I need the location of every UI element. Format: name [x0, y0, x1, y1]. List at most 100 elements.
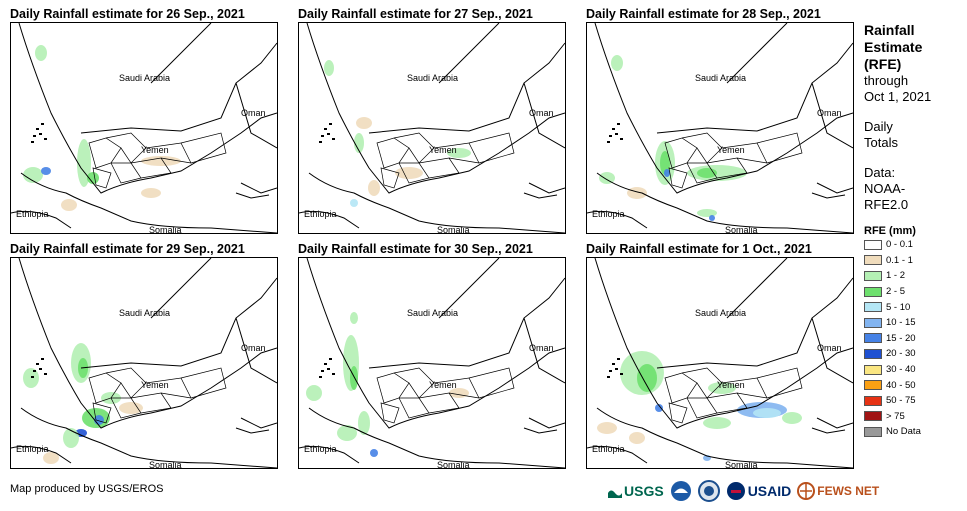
legend-item: 10 - 15: [864, 315, 964, 331]
district-line: [668, 167, 688, 189]
border-line: [656, 42, 853, 134]
border-line: [18, 258, 277, 429]
legend-swatch: [864, 364, 882, 375]
district-line: [130, 392, 172, 414]
country-label: Ethiopia: [16, 444, 49, 454]
map-svg: Saudi Arabia Oman Yemen Ethiopia Somalia: [299, 23, 565, 233]
border-line: [816, 182, 853, 194]
country-label: Ethiopia: [16, 209, 49, 219]
rain-area: [61, 199, 77, 211]
country-label: Oman: [529, 108, 554, 118]
side-title-line2: Estimate: [864, 39, 923, 55]
border-line: [438, 23, 500, 84]
legend-item: 0.1 - 1: [864, 253, 964, 269]
legend-swatch: [864, 270, 882, 281]
rain-area: [77, 139, 91, 187]
island-mark: [620, 138, 623, 140]
rain-area: [627, 187, 647, 199]
rainfall-map: Saudi Arabia Oman Yemen Ethiopia Somalia: [586, 22, 854, 234]
district-line: [380, 167, 400, 189]
usgs-text: USGS: [624, 483, 664, 499]
rain-area: [350, 312, 358, 324]
rain-area: [753, 408, 781, 418]
country-label: Saudi Arabia: [119, 308, 170, 318]
map-svg: Saudi Arabia Oman Yemen Ethiopia Somalia: [587, 23, 853, 233]
legend-item: 30 - 40: [864, 362, 964, 378]
border-line: [596, 407, 853, 468]
district-line: [668, 402, 688, 424]
legend-label: 20 - 30: [886, 348, 916, 360]
district-line: [721, 377, 768, 399]
district-line: [664, 372, 698, 404]
island-mark: [319, 141, 322, 143]
border-line: [523, 192, 558, 199]
island-mark: [31, 376, 34, 378]
legend-swatch: [864, 286, 882, 297]
border-line: [306, 258, 565, 429]
country-label: Saudi Arabia: [407, 73, 458, 83]
rain-area: [23, 167, 43, 183]
rain-area: [782, 412, 802, 424]
district-line: [88, 137, 122, 169]
side-through: through: [864, 73, 909, 88]
border-line: [528, 182, 565, 194]
border-line: [811, 192, 846, 199]
country-label: Somalia: [725, 225, 758, 233]
border-line: [299, 210, 360, 229]
border-line: [235, 317, 277, 384]
border-line: [240, 182, 277, 194]
island-mark: [321, 135, 324, 137]
island-mark: [615, 368, 618, 370]
border-line: [11, 210, 72, 229]
district-line: [180, 367, 227, 399]
side-daily-2: Totals: [864, 135, 898, 150]
legend-item: 2 - 5: [864, 284, 964, 300]
border-line: [811, 82, 853, 149]
legend-swatch: [864, 317, 882, 328]
rain-area: [709, 215, 715, 221]
island-mark: [607, 376, 610, 378]
district-line: [418, 392, 460, 414]
legend-swatch: [864, 395, 882, 406]
country-label: Ethiopia: [592, 444, 625, 454]
island-mark: [33, 135, 36, 137]
district-line: [433, 142, 480, 164]
rain-area: [350, 199, 358, 207]
legend-item: 0 - 0.1: [864, 237, 964, 253]
rain-area: [447, 148, 471, 158]
border-line: [299, 445, 360, 464]
border-line: [308, 407, 565, 468]
district-line: [433, 377, 480, 399]
rain-area: [87, 172, 99, 184]
island-mark: [31, 141, 34, 143]
side-data-3: RFE2.0: [864, 197, 909, 212]
rain-area: [43, 452, 59, 464]
side-data-1: Data:: [864, 165, 896, 180]
island-mark: [332, 138, 335, 140]
legend-swatch: [864, 348, 882, 359]
district-line: [105, 132, 147, 164]
fews-logo: FEWS NET: [797, 482, 879, 500]
nasa-seal-icon: [697, 480, 720, 502]
rain-area: [368, 180, 380, 196]
border-line: [523, 82, 565, 149]
district-line: [393, 132, 435, 164]
border-line: [523, 427, 558, 434]
country-label: Yemen: [717, 380, 745, 390]
rain-area: [306, 385, 322, 401]
fews-globe-icon: [797, 482, 816, 500]
district-line: [706, 157, 748, 179]
border-line: [11, 445, 72, 464]
legend-item: > 75: [864, 409, 964, 425]
legend-swatch: [864, 333, 882, 344]
district-line: [398, 397, 430, 419]
map-svg: Saudi Arabia Oman Yemen Ethiopia Somalia: [11, 258, 277, 468]
country-label: Somalia: [437, 225, 470, 233]
island-mark: [612, 363, 615, 365]
rainfall-map: Saudi Arabia Oman Yemen Ethiopia Somalia: [10, 22, 278, 234]
island-mark: [329, 358, 332, 360]
legend-item: 1 - 2: [864, 268, 964, 284]
rain-area: [664, 169, 670, 177]
country-label: Somalia: [725, 460, 758, 468]
border-line: [368, 277, 565, 369]
